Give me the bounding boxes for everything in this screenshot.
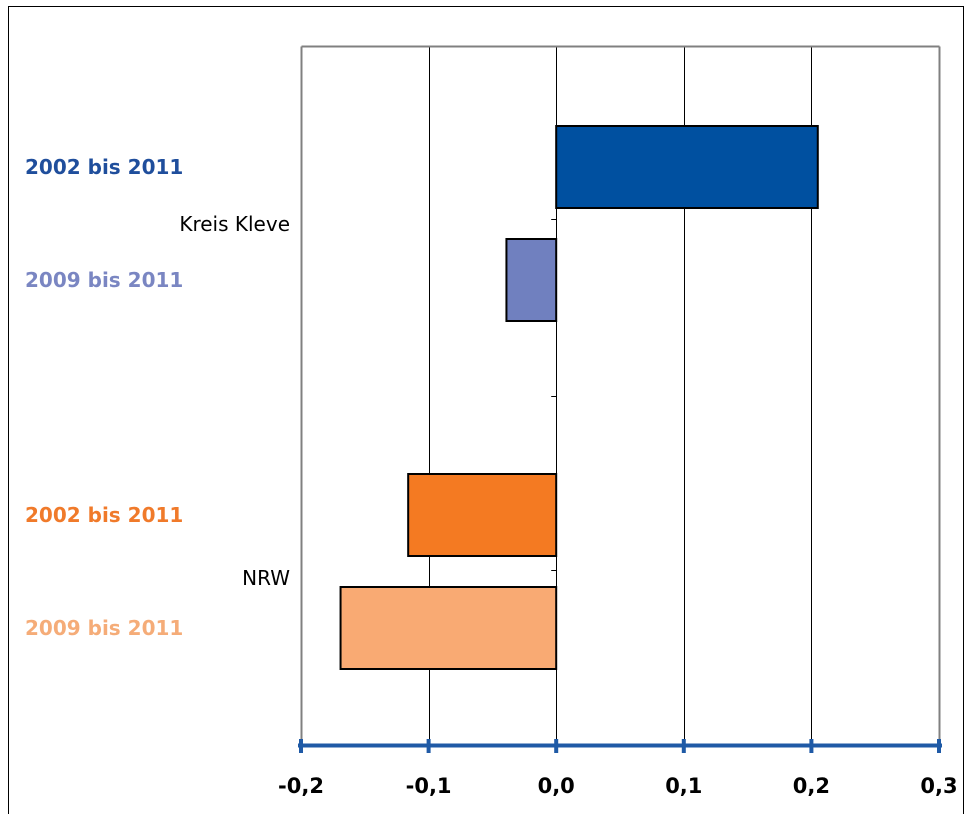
bar — [555, 125, 819, 209]
series-label: 2009 bis 2011 — [25, 616, 183, 640]
bar — [505, 238, 558, 322]
series-label: 2009 bis 2011 — [25, 268, 183, 292]
x-tick-label: -0,2 — [278, 774, 324, 798]
plot-border — [300, 45, 941, 746]
x-tick-label: 0,2 — [793, 774, 830, 798]
series-label: 2002 bis 2011 — [25, 503, 183, 527]
x-tick-label: 0,0 — [538, 774, 575, 798]
x-axis: -0,2 -0,1 0,0 0,1 0,2 0,3 — [278, 739, 958, 798]
group-label: Kreis Kleve — [179, 212, 290, 236]
bars — [339, 125, 819, 670]
x-tick-label: 0,3 — [920, 774, 957, 798]
chart-outer-border — [8, 6, 964, 818]
bar — [339, 586, 558, 670]
group-label: NRW — [242, 566, 290, 590]
x-tick-label: 0,1 — [665, 774, 702, 798]
series-label: 2002 bis 2011 — [25, 155, 183, 179]
category-labels: 2002 bis 2011 2009 bis 2011 Kreis Kleve 200… — [25, 155, 290, 640]
bar — [407, 473, 558, 557]
x-tick-label: -0,1 — [406, 774, 452, 798]
